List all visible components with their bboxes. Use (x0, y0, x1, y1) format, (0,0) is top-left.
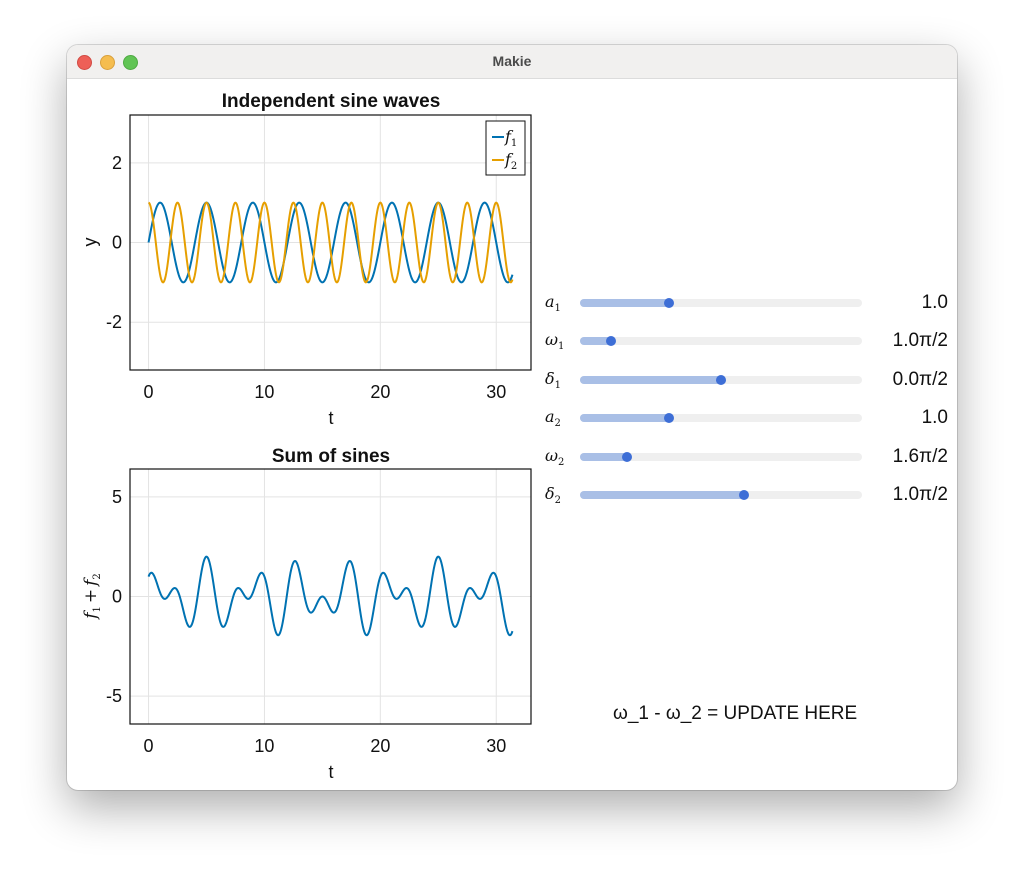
slider-label-3: δ1 (545, 369, 562, 392)
plot2-series (147, 555, 514, 637)
slider-handle[interactable] (664, 413, 675, 423)
slider-value-5: 1.6π/2 (892, 446, 948, 467)
plot2-ytick-label: 5 (112, 487, 122, 507)
frequency-difference-label: ω_1 - ω_2 = UPDATE HERE (613, 703, 858, 724)
figure-svg: Independent sine waves 0 10 20 30 -2 0 2 t y f… (80, 91, 532, 782)
window-title: Makie (492, 53, 532, 69)
plot1-xlabel: t (328, 408, 333, 428)
plot2-ytick-label: -5 (106, 686, 122, 706)
legend-label-f2: f2 (504, 150, 517, 172)
slider-label-5: ω2 (545, 446, 565, 469)
slider-label-2: ω1 (545, 330, 565, 353)
slider-fill (580, 491, 745, 499)
plot1-title: Independent sine waves (222, 91, 441, 112)
slider-handle[interactable] (739, 490, 750, 500)
slider-track-4[interactable] (580, 413, 862, 423)
app-window: Makie Independent sine waves 0 10 20 30 -2 0 2… (67, 45, 957, 790)
slider-value-4: 1.0 (921, 407, 948, 428)
close-window-button[interactable] (77, 55, 92, 70)
plot1-ylabel: y (80, 238, 100, 247)
plot1-xtick-label: 10 (254, 382, 274, 402)
title-bar[interactable]: Makie (67, 45, 957, 79)
plot2-xtick-label: 20 (370, 736, 390, 756)
plot1-xtick-label: 30 (486, 382, 506, 402)
slider-handle[interactable] (716, 375, 726, 385)
slider-fill (580, 299, 670, 307)
plot2-title: Sum of sines (272, 446, 390, 467)
slider-value-6: 1.0π/2 (892, 484, 948, 505)
plot2-ylabel: f1+f2 (81, 573, 103, 621)
slider-handle[interactable] (606, 336, 617, 346)
plot2-ytick-label: 0 (112, 587, 122, 607)
slider-value-3: 0.0π/2 (892, 369, 948, 390)
series-line-sum (147, 555, 514, 637)
plot1-ytick-label: -2 (106, 312, 122, 332)
plot1-legend: f1 f2 (485, 120, 526, 176)
plot1-ytick-label: 2 (112, 153, 122, 173)
minimize-window-button[interactable] (100, 55, 115, 70)
plot2-tick-labels: 0 10 20 30 -5 0 5 (106, 487, 506, 756)
slider-track-3[interactable] (580, 375, 862, 385)
slider-fill (580, 414, 670, 422)
slider-label-4: a2 (545, 407, 561, 430)
plot2-xlabel: t (328, 762, 333, 782)
plot2-xtick-label: 30 (486, 736, 506, 756)
plot2-grid (130, 469, 531, 724)
legend-label-f1: f1 (504, 127, 517, 149)
plot1-frame (129, 114, 532, 371)
figure-canvas: Independent sine waves 0 10 20 30 -2 0 2 t y f… (67, 79, 957, 790)
plot-independent-sines[interactable]: Independent sine waves 0 10 20 30 -2 0 2 t y f… (80, 91, 532, 428)
slider-label-6: δ2 (545, 484, 562, 507)
plot1-ytick-label: 0 (112, 233, 122, 253)
maximize-window-button[interactable] (123, 55, 138, 70)
plot1-series (147, 201, 514, 284)
plot1-xtick-label: 20 (370, 382, 390, 402)
slider-track-2[interactable] (580, 336, 862, 346)
slider-track-5[interactable] (580, 452, 862, 462)
slider-fill (580, 453, 628, 461)
slider-value-2: 1.0π/2 (892, 330, 948, 351)
plot2-xtick-label: 10 (254, 736, 274, 756)
slider-label-1: a1 (545, 292, 561, 315)
plot1-xtick-label: 0 (144, 382, 154, 402)
slider-fill (580, 337, 612, 345)
plot2-xtick-label: 0 (144, 736, 154, 756)
slider-track-1[interactable] (580, 298, 862, 308)
slider-handle[interactable] (664, 298, 675, 308)
slider-value-1: 1.0 (921, 292, 948, 313)
series-line-f2 (148, 201, 514, 284)
slider-fill (580, 376, 721, 384)
plot1-tick-labels: 0 10 20 30 -2 0 2 (106, 153, 506, 402)
slider-handle[interactable] (622, 452, 633, 462)
slider-track-6[interactable] (580, 490, 862, 500)
plot2-frame (129, 468, 532, 725)
plot-sum-of-sines[interactable]: Sum of sines 0 10 20 30 -5 0 5 t f1+f2 (81, 446, 532, 782)
